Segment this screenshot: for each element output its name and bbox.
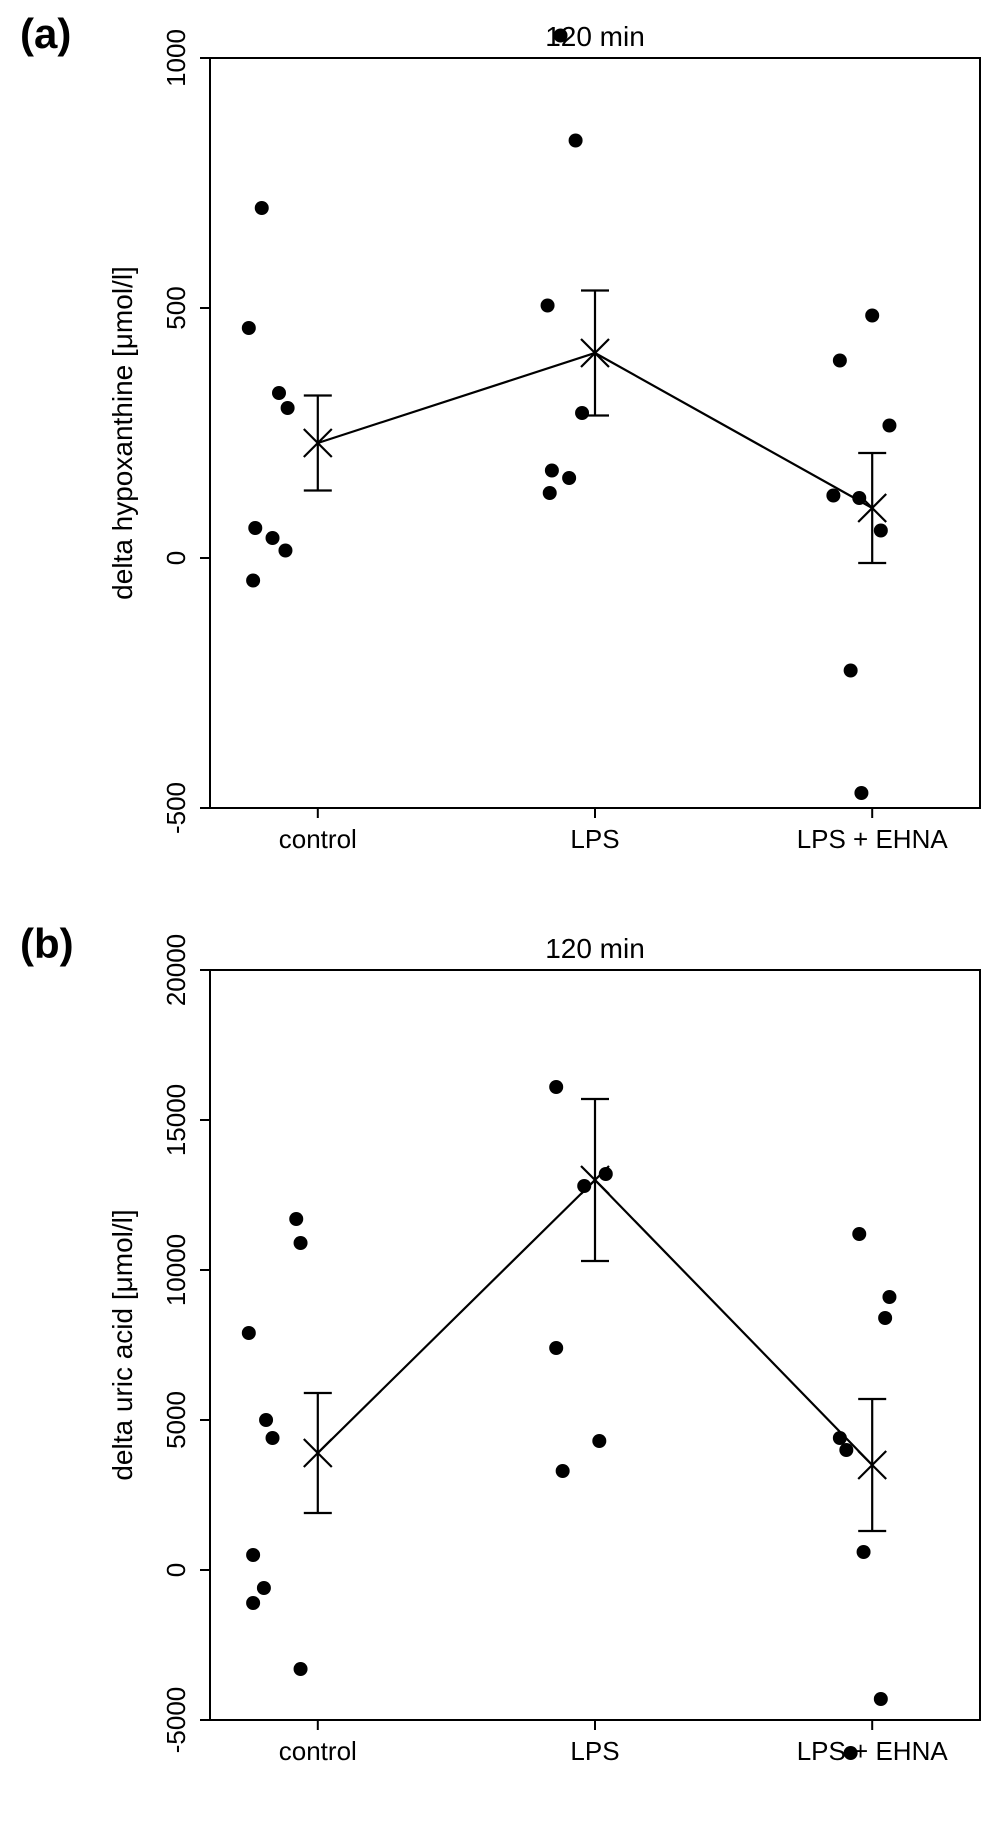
- y-tick-label: 15000: [161, 1084, 191, 1156]
- x-tick-label: LPS + EHNA: [797, 1736, 949, 1766]
- panel-label-b: (b): [20, 920, 74, 968]
- x-tick-label: LPS: [570, 824, 619, 854]
- chart-title: 120 min: [545, 933, 645, 964]
- data-point: [854, 786, 868, 800]
- data-point: [549, 1080, 563, 1094]
- data-point: [882, 1290, 896, 1304]
- x-tick-label: LPS + EHNA: [797, 824, 949, 854]
- data-point: [852, 1227, 866, 1241]
- data-point: [839, 1443, 853, 1457]
- data-point: [562, 471, 576, 485]
- data-point: [844, 664, 858, 678]
- y-tick-label: -5000: [161, 1687, 191, 1754]
- data-point: [826, 489, 840, 503]
- plot-frame: [210, 58, 980, 808]
- data-point: [882, 419, 896, 433]
- data-point: [865, 309, 879, 323]
- data-point: [545, 464, 559, 478]
- data-point: [259, 1413, 273, 1427]
- data-point: [272, 386, 286, 400]
- y-tick-label: 0: [161, 1563, 191, 1577]
- y-tick-label: 0: [161, 551, 191, 565]
- y-axis-label: delta hypoxanthine [μmol/l]: [107, 266, 138, 600]
- data-point: [255, 201, 269, 215]
- x-tick-label: control: [279, 1736, 357, 1766]
- panel-label-a: (a): [20, 10, 71, 58]
- data-point: [569, 134, 583, 148]
- y-tick-label: 5000: [161, 1391, 191, 1449]
- data-point: [878, 1311, 892, 1325]
- data-point: [541, 299, 555, 313]
- data-point: [248, 521, 262, 535]
- data-point: [554, 29, 568, 43]
- data-point: [246, 574, 260, 588]
- chart-panel-a: 120 min-50005001000delta hypoxanthine [μ…: [100, 18, 1000, 878]
- data-point: [294, 1662, 308, 1676]
- data-point: [874, 524, 888, 538]
- data-point: [294, 1236, 308, 1250]
- y-tick-label: -500: [161, 782, 191, 834]
- data-point: [549, 1341, 563, 1355]
- y-tick-label: 500: [161, 286, 191, 329]
- data-point: [857, 1545, 871, 1559]
- x-tick-label: control: [279, 824, 357, 854]
- y-tick-label: 10000: [161, 1234, 191, 1306]
- chart-panel-b: 120 min -5000 0 5000 10000 15000 20000 delta ur…: [100, 930, 1000, 1790]
- data-point: [242, 1326, 256, 1340]
- y-tick-label: 1000: [161, 29, 191, 87]
- data-point: [266, 531, 280, 545]
- data-point: [592, 1434, 606, 1448]
- data-point: [246, 1596, 260, 1610]
- data-point: [281, 401, 295, 415]
- data-point: [543, 486, 557, 500]
- data-point: [833, 354, 847, 368]
- y-tick-label: 20000: [161, 934, 191, 1006]
- data-point: [575, 406, 589, 420]
- data-point: [844, 1746, 858, 1760]
- plot-frame: [210, 970, 980, 1720]
- data-point: [242, 321, 256, 335]
- data-point: [278, 544, 292, 558]
- data-point: [289, 1212, 303, 1226]
- data-point: [556, 1464, 570, 1478]
- data-point: [257, 1581, 271, 1595]
- data-point: [266, 1431, 280, 1445]
- x-tick-label: LPS: [570, 1736, 619, 1766]
- data-point: [246, 1548, 260, 1562]
- y-axis-label: delta uric acid [μmol/l]: [107, 1209, 138, 1480]
- data-point: [874, 1692, 888, 1706]
